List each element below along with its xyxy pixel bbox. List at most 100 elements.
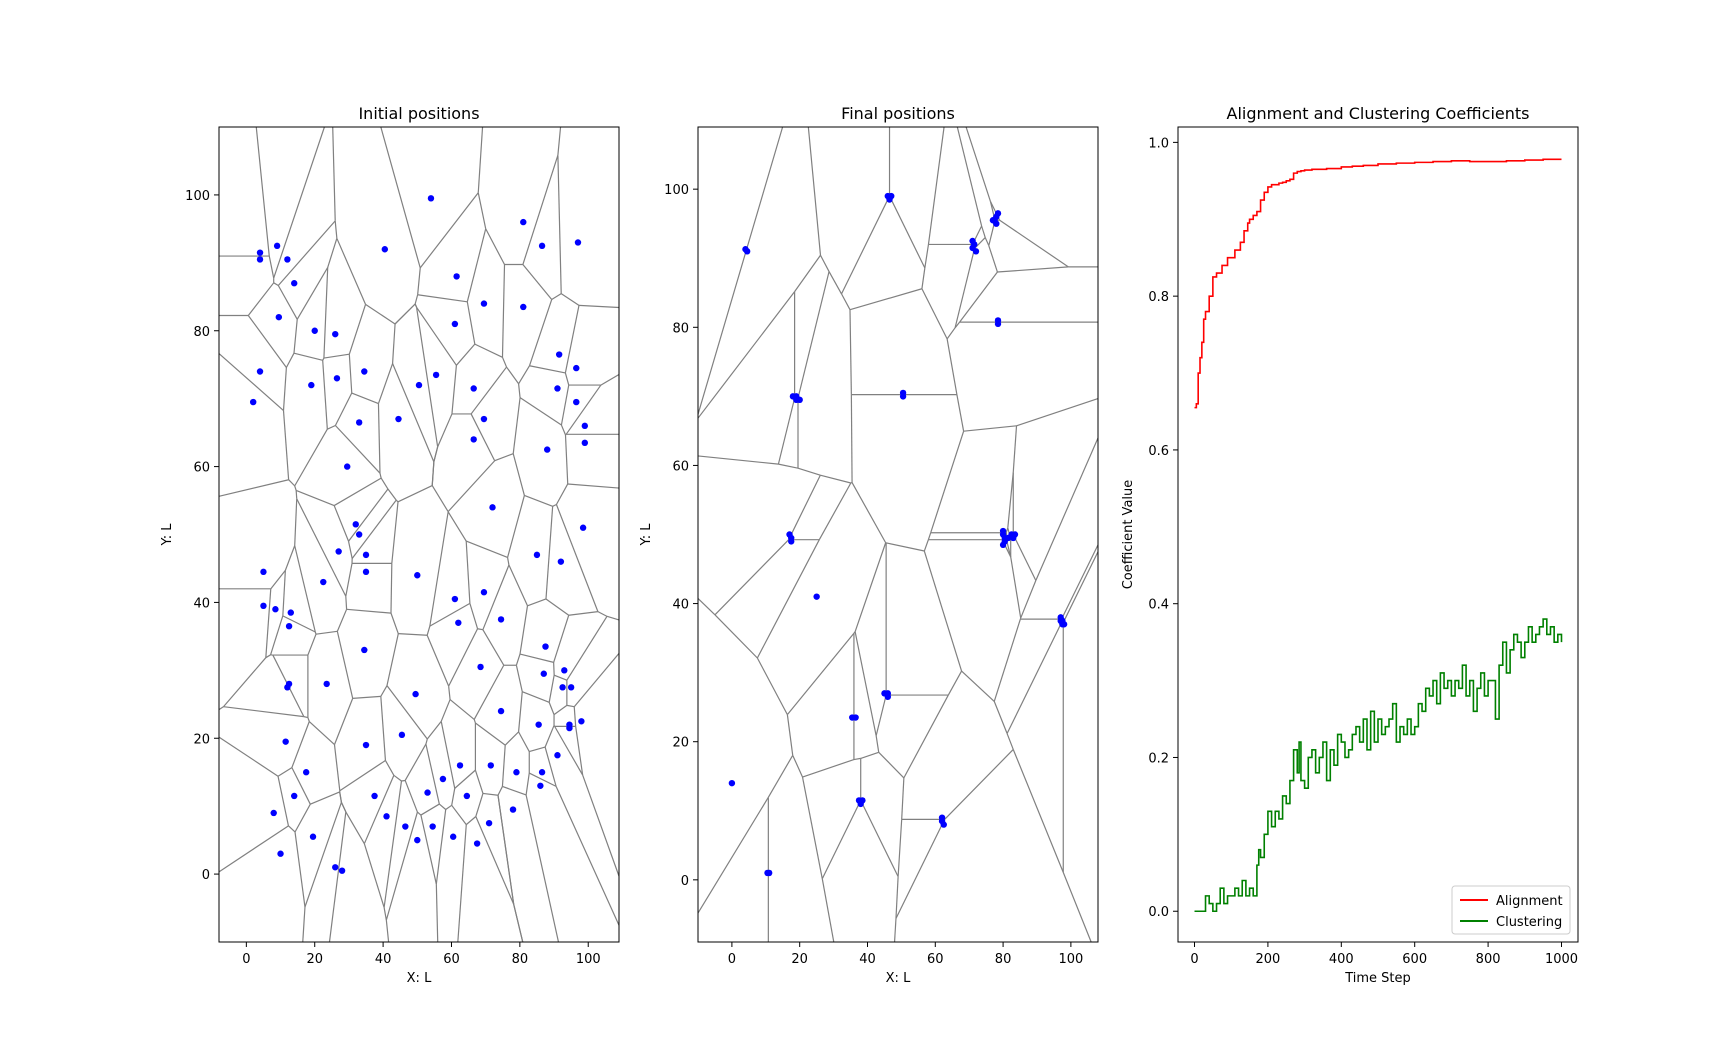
voronoi-edge [927, 126, 945, 245]
voronoi-edge [416, 306, 457, 366]
voronoi-edge [860, 800, 899, 877]
voronoi-edge [294, 428, 328, 487]
voronoi-edge [553, 704, 568, 716]
chart-title-coefficients: Alignment and Clustering Coefficients [1227, 104, 1530, 123]
voronoi-edge [417, 811, 422, 816]
voronoi-edge [525, 772, 530, 796]
voronoi-edge [465, 540, 471, 604]
x-axis-label-initial: X: L [407, 971, 432, 986]
voronoi-edge [959, 271, 998, 323]
voronoi-edge [401, 779, 406, 782]
voronoi-edge [273, 282, 279, 287]
voronoi-edge [384, 760, 395, 776]
agent-point [999, 541, 1007, 549]
agent-point [463, 792, 471, 800]
voronoi-edge [528, 772, 557, 787]
voronoi-edge [291, 721, 310, 768]
x-tick-label: 1000 [1545, 952, 1578, 967]
agent-point [272, 606, 279, 613]
voronoi-edge [473, 719, 476, 724]
voronoi-edge [363, 775, 395, 844]
x-ticks-coefficients: 0 200 400 600 800 1000 [1190, 942, 1578, 967]
voronoi-edge [553, 725, 556, 727]
y-tick-label: 0 [681, 874, 689, 889]
voronoi-edge [518, 731, 530, 752]
voronoi-edge [294, 545, 316, 633]
voronoi-edge [327, 238, 338, 268]
voronoi-edge [397, 485, 433, 503]
voronoi-edge [268, 255, 275, 279]
voronoi-edge [501, 745, 506, 787]
voronoi-edge [888, 195, 926, 269]
voronoi-edge [993, 701, 1008, 734]
voronoi-edge [265, 588, 272, 658]
agent-point [355, 531, 363, 538]
voronoi-edge [568, 611, 598, 616]
agent-point [309, 833, 317, 840]
y-tick-label: 60 [672, 459, 689, 474]
voronoi-edge [308, 721, 335, 746]
voronoi-edge [1061, 544, 1099, 620]
voronoi-edge [999, 219, 1069, 268]
agent-point [544, 446, 551, 453]
voronoi-edge [923, 550, 963, 672]
voronoi-edge [1016, 398, 1099, 427]
agent-point [277, 850, 284, 857]
voronoi-edge [420, 814, 437, 885]
voronoi-edge [296, 267, 329, 320]
voronoi-edge [849, 288, 923, 311]
agent-point [566, 724, 573, 732]
voronoi-edge [322, 360, 328, 430]
agent-point [574, 239, 582, 246]
voronoi-edge [473, 664, 505, 720]
agent-point [473, 840, 481, 847]
agent-point [991, 217, 998, 224]
voronoi-edge [714, 614, 758, 659]
voronoi-edge [333, 698, 354, 745]
voronoi-edge [348, 304, 367, 355]
voronoi-edge [334, 220, 338, 239]
x-tick-label: 400 [1329, 952, 1354, 967]
agent-point [424, 789, 431, 796]
agent-point [332, 864, 339, 871]
voronoi-edge [247, 282, 275, 316]
x-tick-label: 20 [791, 952, 808, 967]
voronoi-edge [323, 267, 329, 359]
voronoi-edge [819, 254, 830, 272]
agent-point [480, 300, 488, 307]
agent-point [533, 551, 541, 559]
x-axis-label-final: X: L [886, 971, 911, 986]
voronoi-edge [385, 920, 390, 943]
voronoi-edge [854, 631, 877, 736]
voronoi-edge [451, 365, 457, 415]
agent-point [284, 256, 291, 263]
voronoi-edge [294, 485, 297, 491]
voronoi-edge [756, 539, 820, 659]
voronoi-edge [345, 563, 353, 597]
y-ticks-coefficients: 0.0 0.2 0.4 0.6 0.8 1.0 [1148, 136, 1178, 920]
voronoi-edge [927, 532, 932, 540]
voronoi-edge [575, 726, 584, 776]
voronoi-edge [551, 293, 562, 301]
agent-point [439, 775, 447, 783]
voronoi-edge [288, 825, 296, 833]
agent-point [402, 823, 409, 830]
voronoi-edge [997, 266, 1069, 273]
voronoi-edge [756, 657, 788, 715]
voronoi-edge [380, 477, 389, 490]
voronoi-edge [425, 738, 428, 745]
voronoi-edge [965, 126, 991, 202]
y-tick-label: 100 [185, 189, 210, 204]
legend-label-alignment: Alignment [1496, 894, 1563, 909]
voronoi-edge [351, 499, 397, 559]
voronoi-edge [849, 309, 852, 395]
voronoi-edge [426, 625, 431, 636]
voronoi-edge [293, 319, 298, 354]
voronoi-edge [1020, 580, 1037, 619]
voronoi-edge [522, 691, 550, 703]
voronoi-edge [466, 228, 487, 302]
voronoi-edge [336, 238, 367, 305]
agent-point [538, 242, 546, 250]
agent-point [796, 396, 803, 404]
voronoi-edge [333, 744, 341, 791]
